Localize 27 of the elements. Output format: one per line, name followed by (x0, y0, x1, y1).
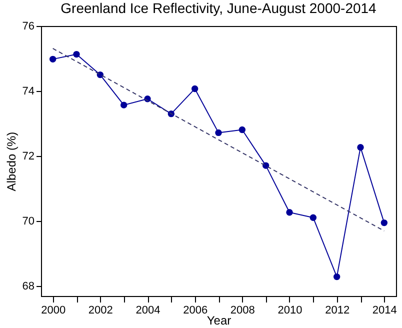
x-tick-label: 2014 (372, 304, 397, 316)
x-tick-label: 2012 (325, 304, 350, 316)
x-tick-label: 2004 (136, 304, 160, 316)
point (286, 209, 293, 216)
point (310, 214, 317, 221)
y-axis-title: Albedo (%) (4, 132, 18, 192)
point (120, 102, 128, 108)
point (73, 50, 80, 58)
y-tick-label: 68 (22, 280, 34, 293)
point (333, 273, 340, 280)
point (49, 56, 56, 63)
y-tick-label: 76 (22, 20, 34, 32)
point (357, 144, 364, 151)
y-tick-label: 72 (22, 150, 34, 163)
x-tick-label: 2002 (88, 304, 113, 316)
x-axis-title: Year (206, 314, 232, 328)
point (215, 129, 222, 136)
point (191, 85, 198, 92)
chart-title: Greenland Ice Reflectivity, June-August 2000-2014 (60, 0, 377, 16)
y-tick-label: 74 (22, 86, 34, 98)
y-tick-label: 70 (22, 216, 34, 228)
point (238, 126, 246, 134)
x-tick-label: 2008 (230, 304, 255, 316)
x-tick-label: 2000 (41, 304, 66, 316)
x-tick-label: 2010 (278, 304, 302, 316)
x-tick-label: 2006 (183, 304, 208, 316)
point (380, 219, 388, 226)
